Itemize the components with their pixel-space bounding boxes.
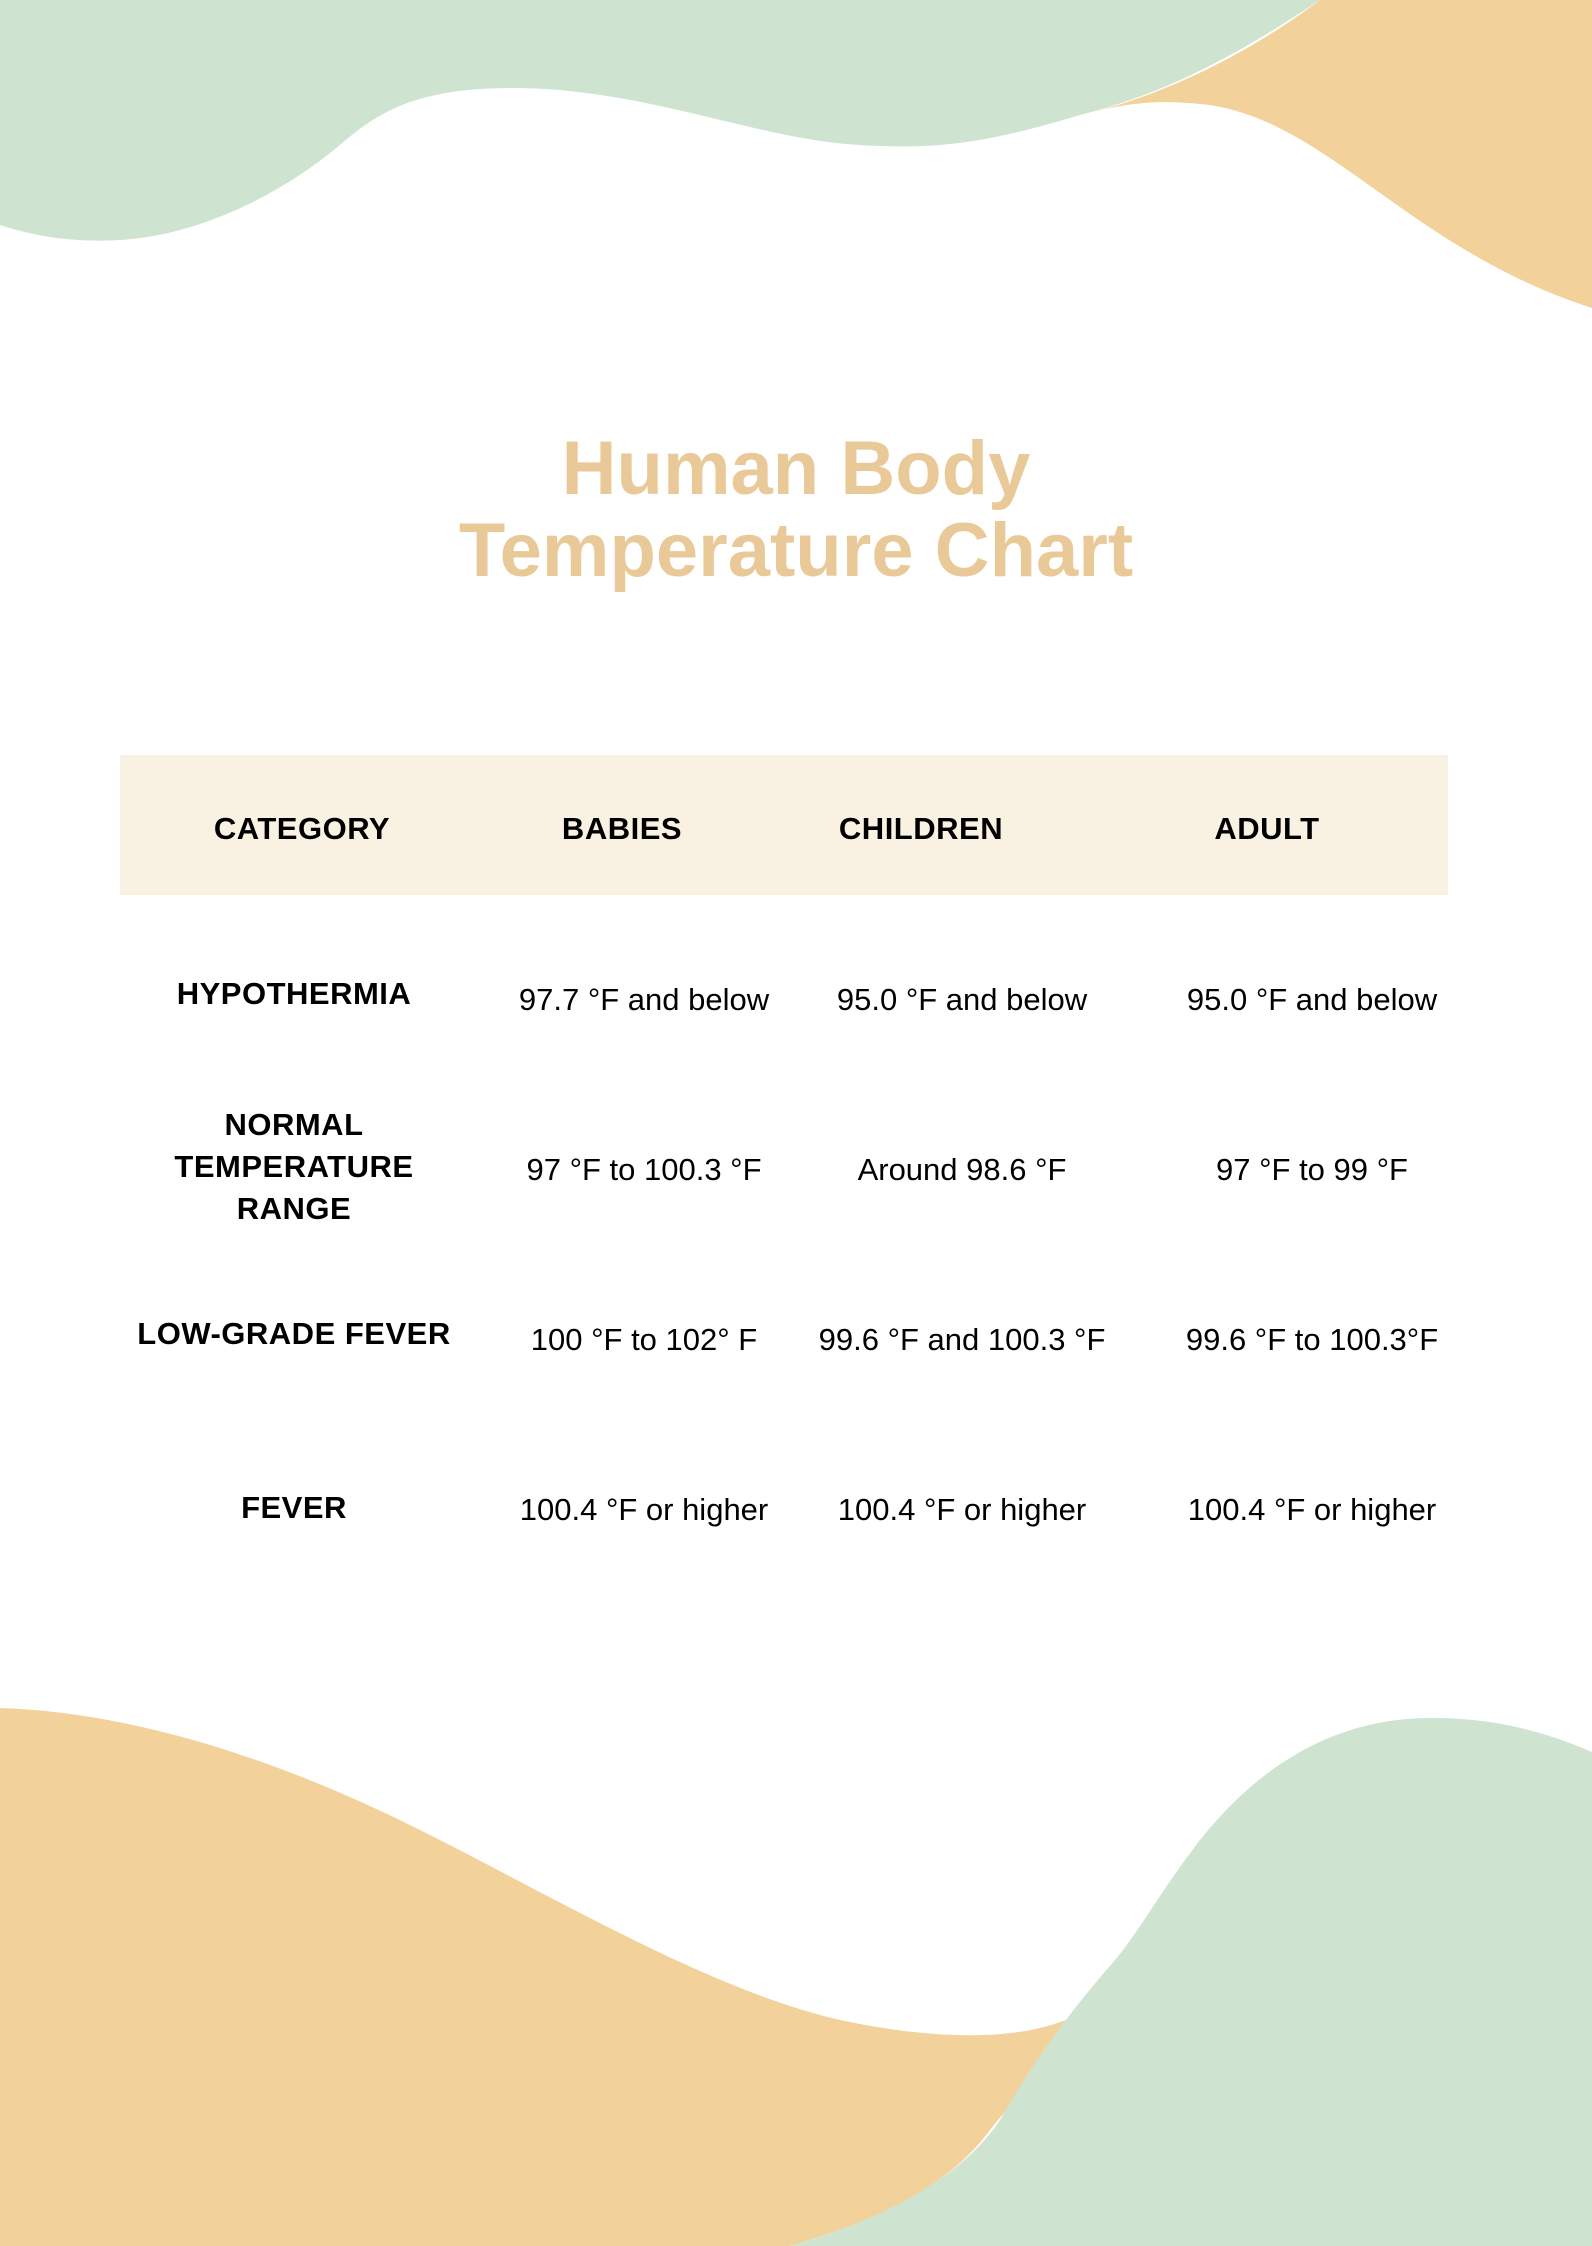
top-green-wave xyxy=(0,0,1320,241)
header-category: CATEGORY xyxy=(213,811,391,846)
cell-adult: 100.4 °F or higher xyxy=(1187,1492,1437,1527)
cell-babies: 97 °F to 100.3 °F xyxy=(526,1152,762,1187)
row-category-line: NORMAL xyxy=(224,1107,364,1142)
cell-adult: 97 °F to 99 °F xyxy=(1216,1152,1408,1187)
row-category: NORMAL TEMPERATURE RANGE xyxy=(174,1104,413,1230)
cell-babies: 100.4 °F or higher xyxy=(519,1492,769,1527)
header-children: CHILDREN xyxy=(838,811,1004,846)
cell-babies: 100 °F to 102° F xyxy=(530,1322,758,1357)
row-category: LOW-GRADE FEVER xyxy=(137,1313,450,1355)
cell-children: 95.0 °F and below xyxy=(836,982,1088,1017)
cell-adult: 99.6 °F to 100.3°F xyxy=(1185,1322,1439,1357)
table-header-band xyxy=(120,755,1448,895)
cell-children: Around 98.6 °F xyxy=(857,1152,1067,1187)
row-category-line: FEVER xyxy=(241,1490,347,1525)
bottom-orange-wave xyxy=(0,1708,1140,2246)
top-orange-wave xyxy=(1090,0,1592,308)
cell-babies: 97.7 °F and below xyxy=(518,982,770,1017)
row-category-line: LOW-GRADE FEVER xyxy=(137,1316,451,1351)
page-title-line-2: Temperature Chart xyxy=(458,508,1134,593)
page-title-line-1: Human Body xyxy=(561,426,1031,511)
header-babies: BABIES xyxy=(561,811,683,846)
cell-children: 100.4 °F or higher xyxy=(837,1492,1087,1527)
row-category-line: HYPOTHERMIA xyxy=(176,976,412,1011)
cell-adult: 95.0 °F and below xyxy=(1186,982,1438,1017)
header-adult: ADULT xyxy=(1214,811,1320,846)
bottom-green-wave xyxy=(790,1718,1592,2246)
page-title: Human Body Temperature Chart xyxy=(0,428,1592,592)
row-category-line: RANGE xyxy=(236,1191,352,1226)
row-category: HYPOTHERMIA xyxy=(177,973,412,1015)
cell-children: 99.6 °F and 100.3 °F xyxy=(818,1322,1106,1357)
row-category-line: TEMPERATURE xyxy=(174,1149,414,1184)
row-category: FEVER xyxy=(241,1487,347,1529)
